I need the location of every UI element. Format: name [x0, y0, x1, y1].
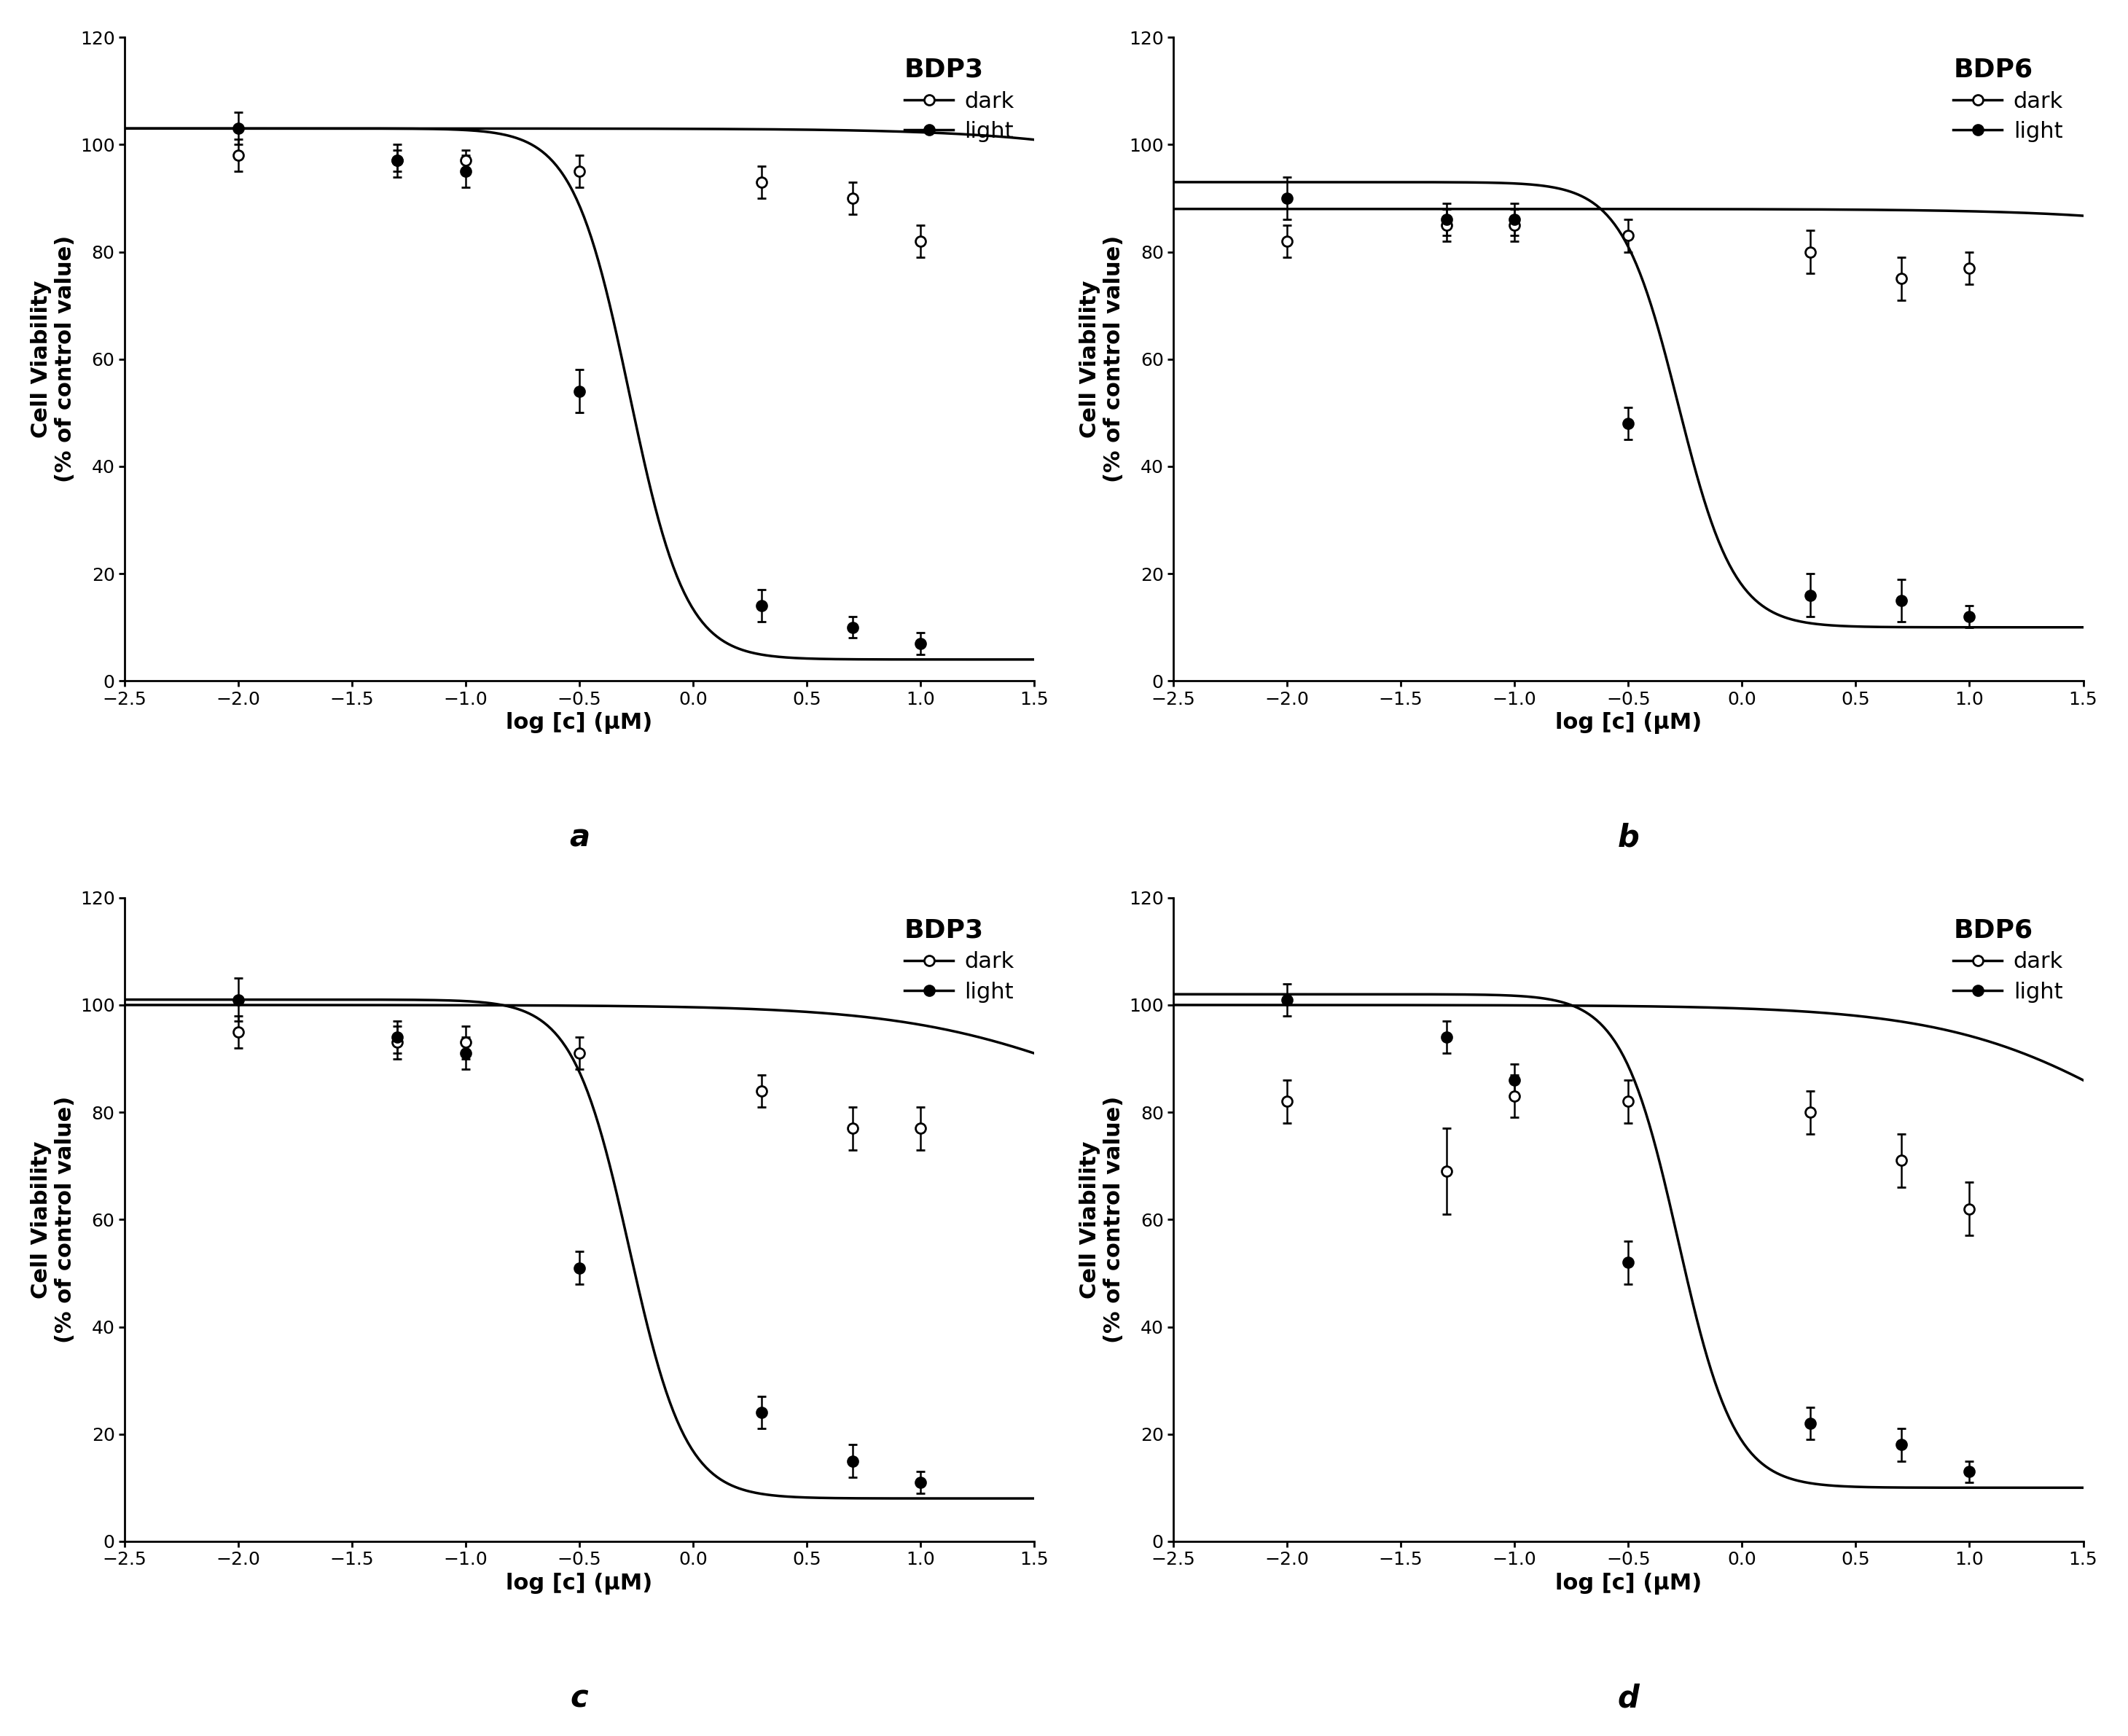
X-axis label: log [c] (μM): log [c] (μM): [506, 712, 653, 734]
Text: b: b: [1617, 823, 1639, 852]
Text: a: a: [568, 823, 589, 852]
Legend: dark, light: dark, light: [896, 49, 1024, 151]
X-axis label: log [c] (μM): log [c] (μM): [1556, 712, 1702, 734]
Legend: dark, light: dark, light: [1945, 910, 2073, 1012]
Text: c: c: [570, 1682, 587, 1713]
Y-axis label: Cell Viability
(% of control value): Cell Viability (% of control value): [30, 236, 77, 483]
X-axis label: log [c] (μM): log [c] (μM): [1556, 1573, 1702, 1594]
Legend: dark, light: dark, light: [896, 910, 1024, 1012]
Legend: dark, light: dark, light: [1945, 49, 2073, 151]
Y-axis label: Cell Viability
(% of control value): Cell Viability (% of control value): [1079, 236, 1126, 483]
Text: d: d: [1617, 1682, 1639, 1713]
X-axis label: log [c] (μM): log [c] (μM): [506, 1573, 653, 1594]
Y-axis label: Cell Viability
(% of control value): Cell Viability (% of control value): [30, 1095, 77, 1344]
Y-axis label: Cell Viability
(% of control value): Cell Viability (% of control value): [1079, 1095, 1126, 1344]
